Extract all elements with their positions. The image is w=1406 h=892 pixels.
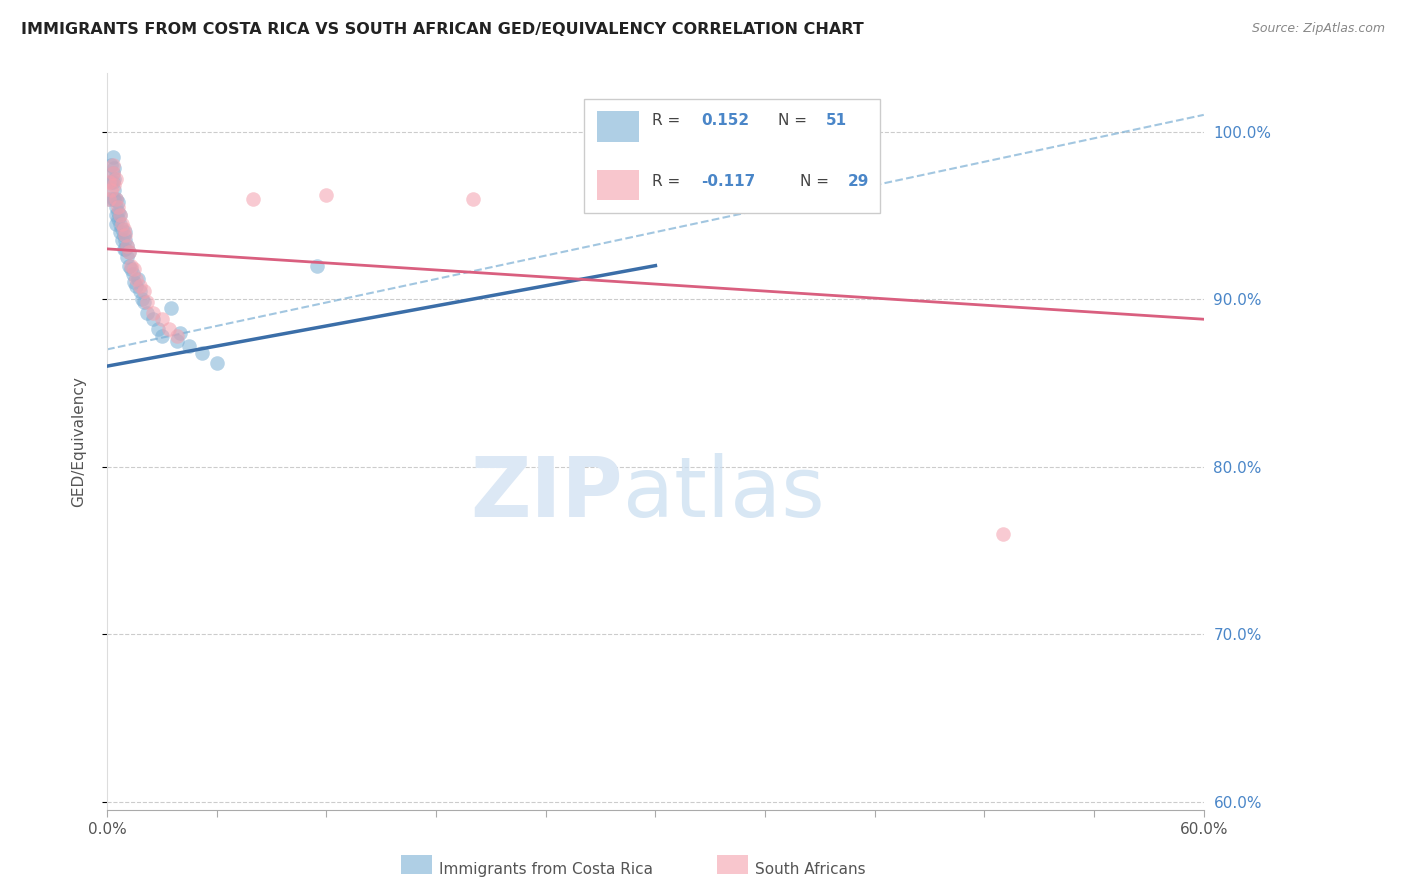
Bar [598,111,638,142]
FancyBboxPatch shape [583,99,880,213]
Point [142,312,165,326]
Point [112,221,135,235]
Text: R =: R = [652,113,685,128]
Point [107,211,129,226]
Point [100,183,122,197]
Point [121,267,143,281]
Point [157,322,180,336]
Text: South Africans: South Africans [755,863,866,877]
Text: 0.152: 0.152 [702,113,749,128]
Point [101,150,124,164]
Point [107,194,129,209]
Point [191,345,214,359]
Point [114,225,136,239]
Point [111,234,134,248]
Point [105,192,128,206]
Point [148,322,170,336]
Point [105,200,128,214]
Point [118,245,141,260]
Point [101,175,124,189]
Point [991,526,1014,541]
Text: R =: R = [652,174,685,189]
Text: -0.117: -0.117 [702,174,756,189]
Point [124,276,146,290]
Point [129,284,152,298]
Point [124,262,146,277]
Text: IMMIGRANTS FROM COSTA RICA VS SOUTH AFRICAN GED/EQUIVALENCY CORRELATION CHART: IMMIGRANTS FROM COSTA RICA VS SOUTH AFRI… [21,22,863,37]
Point [115,238,138,252]
Point [315,188,337,202]
Point [101,166,124,180]
Point [103,161,125,176]
Bar [598,169,638,201]
Point [108,225,131,239]
Text: 51: 51 [825,113,846,128]
Point [115,250,138,264]
Point [108,217,131,231]
Point [169,326,191,340]
Point [97,192,120,206]
Point [136,295,159,310]
Point [108,208,131,222]
Point [111,217,134,231]
Point [118,245,141,260]
Point [132,295,155,310]
Point [127,272,149,286]
Point [112,228,135,243]
Point [136,305,159,319]
Point [166,334,188,348]
Point [132,284,155,298]
Point [150,329,173,343]
Point [307,259,329,273]
Point [205,356,228,370]
Point [101,192,124,206]
Point [160,301,183,315]
Point [131,292,153,306]
Point [97,192,120,206]
Point [103,178,125,193]
Text: Source: ZipAtlas.com: Source: ZipAtlas.com [1251,22,1385,36]
Point [150,312,173,326]
Point [142,305,165,319]
Point [125,272,148,286]
Point [114,242,136,256]
Point [103,183,125,197]
Point [120,259,142,273]
Point [105,217,128,231]
Point [107,200,129,214]
Point [461,192,484,206]
Text: N =: N = [779,113,813,128]
Point [103,192,125,206]
Point [120,262,142,277]
Point [112,242,135,256]
Point [108,208,131,222]
Point [242,192,264,206]
Point [166,329,188,343]
Text: 29: 29 [848,174,869,189]
Point [125,278,148,293]
Point [107,205,129,219]
Point [118,259,141,273]
Text: ZIP: ZIP [470,452,623,533]
Point [179,339,201,353]
Text: Immigrants from Costa Rica: Immigrants from Costa Rica [439,863,652,877]
Y-axis label: GED/Equivalency: GED/Equivalency [72,376,86,507]
Point [105,171,128,186]
Point [115,238,138,252]
Point [114,228,136,243]
Point [129,278,152,293]
Text: N =: N = [800,174,834,189]
Point [97,175,120,189]
Point [111,221,134,235]
Point [105,208,128,222]
Point [101,158,124,172]
Point [114,234,136,248]
Point [103,171,125,186]
Point [101,166,124,180]
Point [100,158,122,172]
Point [100,175,122,189]
Text: atlas: atlas [623,452,824,533]
Point [105,192,128,206]
